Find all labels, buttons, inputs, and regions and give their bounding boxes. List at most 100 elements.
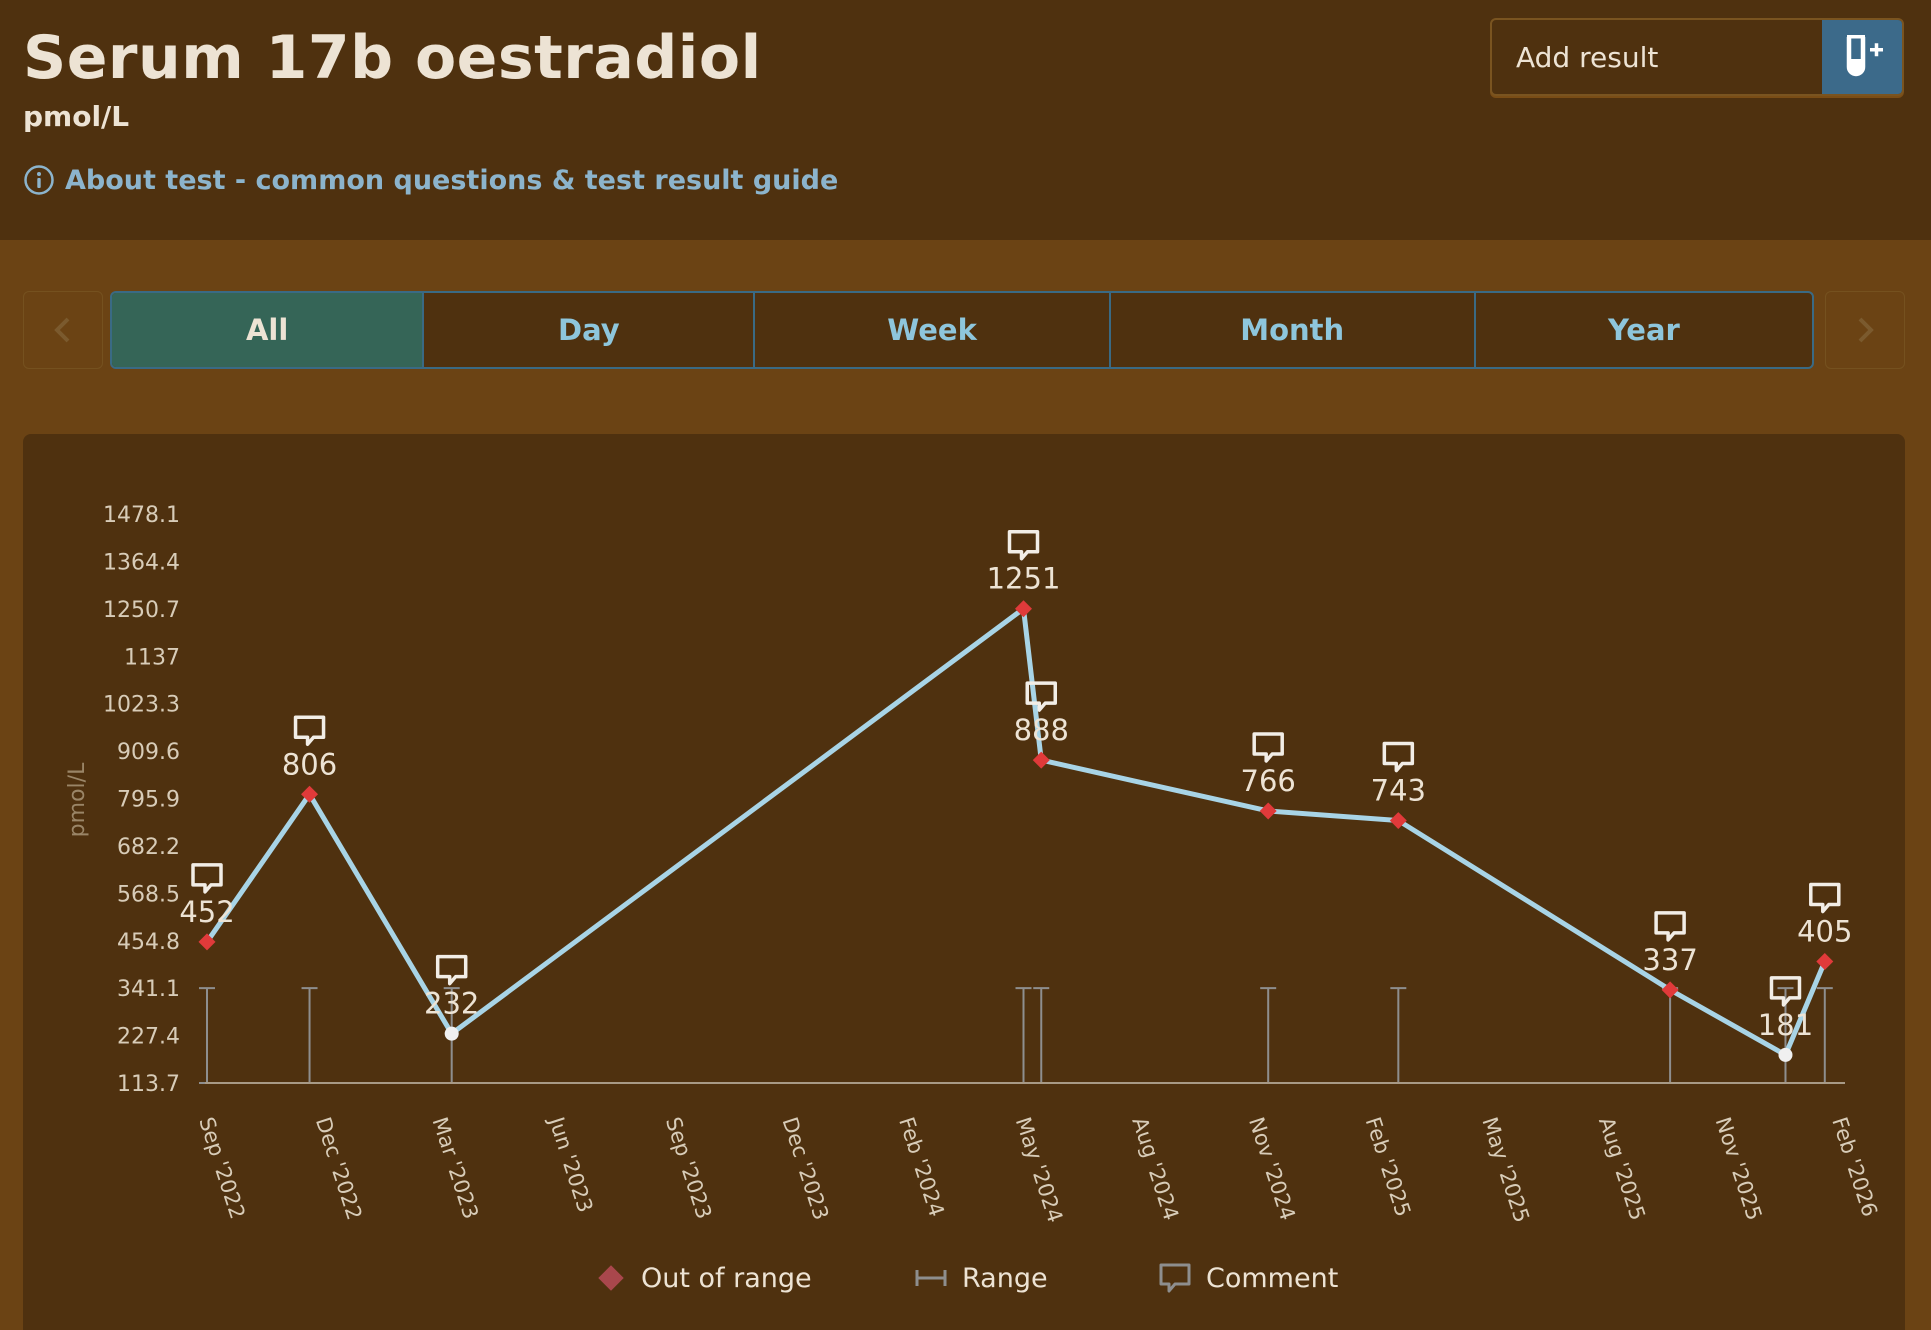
comment-bubble-icon xyxy=(1769,976,1802,1007)
data-label: 806 xyxy=(282,747,337,781)
x-tick-label: Mar '2023 xyxy=(428,1114,483,1222)
data-points xyxy=(198,600,1834,1062)
out-of-range-point xyxy=(1032,751,1050,769)
range-bar xyxy=(301,987,318,1084)
legend-out-of-range: Out of range xyxy=(595,1262,812,1294)
y-tick-label: 341.1 xyxy=(117,977,180,1002)
range-bar xyxy=(1015,987,1032,1084)
tab-year[interactable]: Year xyxy=(1607,313,1680,347)
x-tick-label: May '2024 xyxy=(1011,1114,1068,1225)
comment-bubble-icon xyxy=(191,863,223,894)
data-label: 766 xyxy=(1241,764,1296,798)
legend-label: Range xyxy=(962,1262,1048,1294)
chevron-left-icon xyxy=(54,317,70,343)
next-button[interactable] xyxy=(1825,291,1905,369)
about-test-link[interactable]: About test - common questions & test res… xyxy=(23,164,838,196)
out-of-range-point xyxy=(301,785,319,803)
x-tick-label: Dec '2022 xyxy=(311,1114,367,1223)
y-tick-label: 1364.4 xyxy=(103,550,180,575)
data-label: 181 xyxy=(1758,1008,1813,1042)
series-line xyxy=(204,606,1828,1058)
add-result-button[interactable]: Add result xyxy=(1490,18,1904,96)
legend-range: Range xyxy=(914,1262,1048,1294)
y-tick-label: 909.6 xyxy=(117,740,180,765)
info-circle-icon xyxy=(24,165,54,195)
x-tick-label: Jun '2023 xyxy=(544,1112,598,1215)
chart-panel xyxy=(23,434,1905,1330)
y-tick-label: 795.9 xyxy=(117,788,180,813)
range-bar xyxy=(1390,987,1407,1084)
x-tick-label: Feb '2024 xyxy=(894,1114,949,1219)
y-tick-label: 113.7 xyxy=(117,1072,180,1097)
y-axis-title: pmol/L xyxy=(65,762,90,837)
comment-bubble-icon xyxy=(1007,529,1040,561)
out-of-range-point xyxy=(1389,812,1407,830)
data-label: 337 xyxy=(1642,943,1697,977)
range-bar xyxy=(1662,987,1679,1084)
comment-bubble-icon xyxy=(435,954,468,986)
legend-label: Out of range xyxy=(641,1262,812,1294)
out-of-range-diamond-icon xyxy=(598,1265,624,1291)
x-tick-label: Sep '2023 xyxy=(661,1114,716,1222)
legend-comment: Comment xyxy=(1158,1262,1338,1294)
y-tick-label: 682.2 xyxy=(117,835,180,860)
data-label: 452 xyxy=(179,895,234,929)
data-label: 232 xyxy=(424,987,479,1021)
tab-all[interactable]: All xyxy=(112,293,425,367)
out-of-range-point xyxy=(198,933,216,951)
data-labels: 452 806 232 1251 888 766 743 337 181 405 xyxy=(179,562,1852,1042)
x-tick-label: Dec '2023 xyxy=(777,1114,833,1223)
out-of-range-point xyxy=(1259,802,1277,820)
out-of-range-point xyxy=(1816,953,1834,971)
y-tick-label: 227.4 xyxy=(117,1025,180,1050)
x-tick-label: Nov '2024 xyxy=(1244,1114,1300,1223)
time-range-tabs: All Day Week Month Year xyxy=(110,291,1814,369)
test-tube-plus-icon xyxy=(1822,20,1902,94)
y-tick-label: 568.5 xyxy=(117,882,180,907)
x-tick-label: Aug '2025 xyxy=(1594,1114,1650,1223)
out-of-range-point xyxy=(1015,600,1032,618)
range-bar-icon xyxy=(915,1270,947,1286)
comment-bubble-icon xyxy=(1159,1263,1191,1293)
y-tick-label: 1023.3 xyxy=(103,693,180,718)
comment-bubble-icon xyxy=(293,715,326,747)
x-tick-label: Feb '2025 xyxy=(1361,1114,1416,1219)
data-label: 743 xyxy=(1371,774,1426,808)
range-bar xyxy=(199,987,215,1084)
comment-bubble-icon xyxy=(1252,732,1284,763)
tab-week[interactable]: Week xyxy=(755,293,1111,367)
comment-bubble-icon xyxy=(1382,741,1415,773)
x-tick-label: Aug '2024 xyxy=(1127,1114,1183,1223)
y-tick-label: 1478.1 xyxy=(103,503,180,528)
data-label: 888 xyxy=(1014,713,1069,747)
chevron-right-icon xyxy=(1858,317,1874,343)
range-bar xyxy=(1260,987,1277,1084)
page-header: Serum 17b oestradiol pmol/L About test -… xyxy=(0,0,1931,240)
range-bar xyxy=(1816,987,1833,1084)
y-axis: 113.7 227.4 341.1 454.8 568.5 682.2 795.9 909.6… xyxy=(103,503,180,1097)
data-label: 1251 xyxy=(987,562,1061,596)
y-tick-label: 454.8 xyxy=(117,930,180,955)
y-tick-label: 1137 xyxy=(124,645,180,670)
results-chart: 113.7 227.4 341.1 454.8 568.5 682.2 795.9 909.6… xyxy=(65,503,1882,1226)
in-range-point xyxy=(444,1026,459,1041)
out-of-range-point xyxy=(1661,981,1679,999)
tab-month[interactable]: Month xyxy=(1111,293,1476,367)
legend-label: Comment xyxy=(1206,1262,1339,1294)
comment-bubble-icon xyxy=(1809,882,1841,914)
comment-markers xyxy=(191,529,1841,1007)
add-result-label: Add result xyxy=(1516,40,1659,74)
in-range-point xyxy=(1778,1047,1793,1062)
prev-button[interactable] xyxy=(23,291,103,369)
x-tick-label: Sep '2022 xyxy=(194,1114,249,1222)
range-bar xyxy=(1033,987,1050,1084)
y-tick-label: 1250.7 xyxy=(103,598,180,623)
comment-bubble-icon xyxy=(1025,681,1057,712)
x-tick-label: Feb '2026 xyxy=(1827,1114,1882,1219)
unit-label: pmol/L xyxy=(23,100,130,133)
x-tick-label: May '2025 xyxy=(1477,1114,1534,1225)
page-title: Serum 17b oestradiol xyxy=(23,23,762,93)
x-tick-label: Nov '2025 xyxy=(1711,1114,1767,1223)
comment-bubble-icon xyxy=(1654,911,1686,942)
tab-day[interactable]: Day xyxy=(424,293,756,367)
